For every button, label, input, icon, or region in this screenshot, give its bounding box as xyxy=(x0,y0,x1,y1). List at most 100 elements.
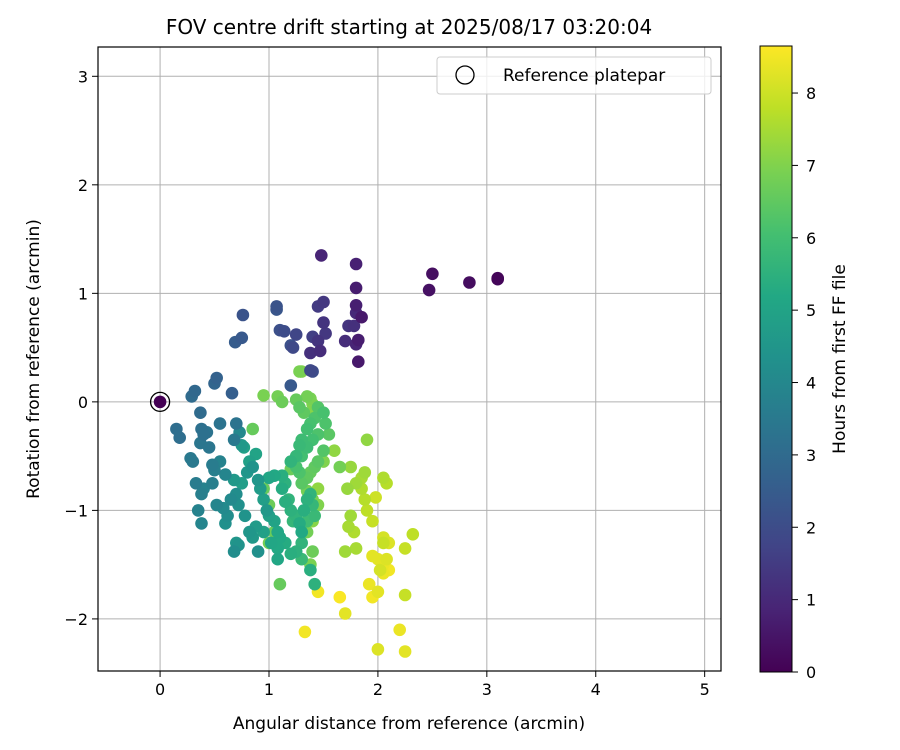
colorbar-tick-label: 3 xyxy=(806,446,816,465)
data-point xyxy=(317,316,330,329)
data-point xyxy=(342,520,355,533)
reference-point xyxy=(149,391,171,413)
data-point xyxy=(362,577,376,591)
data-point xyxy=(238,509,252,523)
data-point xyxy=(273,577,287,591)
data-point xyxy=(393,623,407,637)
data-point xyxy=(225,386,239,400)
data-point xyxy=(227,433,241,447)
data-point xyxy=(293,365,306,378)
data-point xyxy=(358,493,372,506)
data-point xyxy=(295,477,309,490)
data-point xyxy=(295,525,309,539)
data-point xyxy=(373,563,387,577)
y-tick-label: 3 xyxy=(78,67,88,86)
plot-frame xyxy=(97,46,722,672)
data-point xyxy=(236,308,250,322)
data-point xyxy=(260,504,274,517)
data-point xyxy=(406,528,420,541)
data-point xyxy=(333,460,347,474)
data-point xyxy=(304,364,317,377)
chart-title: FOV centre drift starting at 2025/08/17 … xyxy=(166,15,652,39)
data-point xyxy=(317,406,330,420)
data-point xyxy=(366,514,379,528)
data-point xyxy=(352,333,365,347)
data-point xyxy=(270,300,283,313)
data-point xyxy=(224,493,238,506)
data-point xyxy=(380,552,393,566)
y-tick-label: 2 xyxy=(78,176,88,195)
data-point xyxy=(227,545,241,558)
x-tick-label: 3 xyxy=(482,680,492,699)
data-point xyxy=(349,299,363,312)
data-point xyxy=(293,401,306,414)
y-tick-label: 0 xyxy=(78,393,88,412)
data-point xyxy=(300,390,314,403)
colorbar-tick-label: 7 xyxy=(806,156,816,175)
data-point xyxy=(344,509,358,523)
data-point xyxy=(264,536,278,550)
data-point xyxy=(304,346,317,360)
data-point xyxy=(257,389,270,402)
data-point xyxy=(422,283,436,297)
colorbar-tick-label: 6 xyxy=(806,229,816,248)
data-point xyxy=(189,477,203,490)
data-point xyxy=(251,545,265,558)
data-point xyxy=(398,542,412,555)
data-point xyxy=(338,334,352,348)
data-point xyxy=(349,281,363,295)
y-tick-label: −2 xyxy=(64,610,88,629)
data-point xyxy=(251,473,265,487)
data-point xyxy=(349,257,363,271)
data-point xyxy=(286,341,300,354)
colorbar-tick-label: 1 xyxy=(806,591,816,610)
data-point xyxy=(328,444,341,458)
data-point xyxy=(463,276,476,289)
data-point xyxy=(206,477,219,490)
data-point xyxy=(202,441,216,454)
data-point xyxy=(279,495,292,509)
data-point xyxy=(377,536,390,550)
data-point xyxy=(246,460,259,474)
data-point xyxy=(317,295,330,309)
colorbar-label: Hours from first FF file xyxy=(830,264,850,454)
data-point xyxy=(213,417,227,430)
colorbar-gradient xyxy=(759,45,793,673)
data-point xyxy=(300,493,314,506)
data-point xyxy=(194,406,207,420)
data-point xyxy=(186,455,200,468)
legend-label: Reference platepar xyxy=(503,66,665,86)
data-point xyxy=(293,439,306,452)
data-point xyxy=(284,547,298,561)
legend-box xyxy=(436,56,712,95)
x-tick-label: 4 xyxy=(591,680,601,699)
data-point xyxy=(355,310,368,324)
data-point xyxy=(304,563,317,577)
data-point xyxy=(275,482,289,496)
data-point xyxy=(289,328,303,341)
data-point xyxy=(206,458,219,472)
data-point xyxy=(271,552,285,566)
data-point xyxy=(377,471,390,485)
data-point xyxy=(306,545,319,558)
data-point xyxy=(360,433,374,447)
data-point xyxy=(188,384,202,398)
data-point xyxy=(347,319,361,333)
data-point xyxy=(317,444,330,458)
legend-marker xyxy=(455,65,475,85)
data-point xyxy=(308,577,322,591)
data-point xyxy=(246,422,259,436)
data-point xyxy=(341,482,354,496)
data-point xyxy=(300,422,314,436)
data-point xyxy=(243,525,256,539)
colorbar-tick-label: 2 xyxy=(806,518,816,537)
data-point xyxy=(358,466,372,479)
data-point xyxy=(219,468,232,481)
colorbar-tick-label: 8 xyxy=(806,84,816,103)
data-point xyxy=(271,525,285,539)
data-point xyxy=(275,395,289,409)
data-point xyxy=(311,455,325,468)
y-tick-label: 1 xyxy=(78,284,88,303)
data-point xyxy=(333,590,347,604)
data-point xyxy=(311,334,325,348)
